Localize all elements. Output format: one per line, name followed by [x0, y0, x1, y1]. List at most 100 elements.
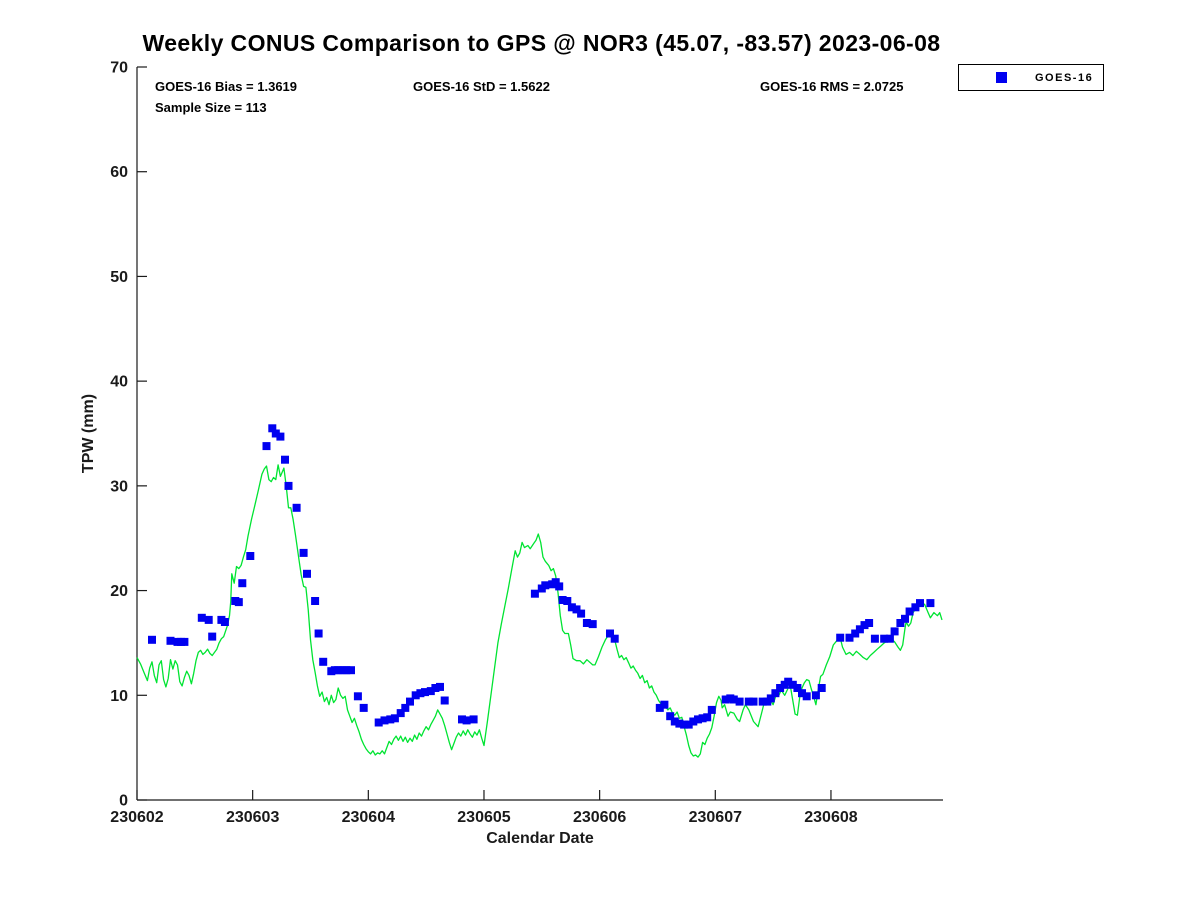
goes16-point	[689, 717, 698, 726]
goes16-point	[314, 629, 323, 638]
goes16-point	[675, 719, 684, 728]
goes16-point	[802, 692, 811, 701]
goes16-point	[588, 620, 597, 629]
goes16-point	[353, 692, 362, 701]
goes16-point	[845, 633, 854, 642]
goes16-point	[680, 720, 689, 729]
goes16-point	[793, 684, 802, 692]
goes16-point	[299, 548, 308, 557]
goes16-point	[303, 569, 311, 578]
goes16-point	[541, 581, 550, 590]
goes16-point	[246, 552, 255, 560]
goes16-point	[551, 578, 560, 587]
goes16-point	[311, 597, 320, 605]
goes16-point	[276, 432, 285, 441]
y-axis-label: TPW (mm)	[80, 394, 97, 473]
x-tick-label: 230603	[226, 809, 279, 826]
goes16-point	[811, 691, 820, 700]
goes16-point	[758, 697, 767, 706]
goes16-point	[926, 599, 935, 608]
goes16-point	[660, 700, 669, 709]
goes16-point	[788, 680, 797, 689]
goes16-point	[890, 627, 899, 636]
goes16-point	[655, 703, 664, 712]
goes16-point	[836, 633, 845, 642]
goes16-point	[440, 696, 449, 705]
goes16-point	[851, 629, 860, 638]
goes16-point	[148, 635, 156, 644]
y-tick-label: 30	[110, 478, 128, 495]
goes16-point	[563, 597, 572, 605]
goes16-point	[606, 629, 614, 638]
goes16-point	[390, 714, 399, 723]
goes16-point	[817, 684, 826, 692]
goes16-point	[262, 442, 271, 451]
goes16-point	[268, 424, 277, 433]
y-tick-label: 40	[110, 374, 128, 391]
goes16-point	[901, 614, 909, 623]
stat-sample-size: Sample Size = 113	[155, 100, 267, 115]
goes16-point	[166, 636, 175, 645]
goes16-point	[666, 712, 675, 721]
y-tick-label: 50	[110, 269, 128, 286]
stat-rms: GOES-16 RMS = 2.0725	[760, 79, 904, 94]
goes16-point	[860, 621, 869, 630]
goes16-point	[406, 697, 414, 706]
goes16-point	[334, 666, 343, 675]
goes16-point	[610, 634, 619, 643]
y-tick-label: 60	[110, 164, 128, 181]
goes16-legend-label: GOES-16	[1035, 71, 1094, 84]
goes16-point	[234, 598, 243, 607]
goes16-point	[319, 657, 328, 666]
goes16-point	[721, 695, 730, 704]
goes16-point	[342, 666, 351, 675]
goes16-point	[698, 714, 707, 723]
goes16-point	[703, 713, 712, 722]
goes16-point	[684, 720, 693, 729]
goes16-point	[885, 634, 894, 643]
x-tick-label: 230602	[110, 809, 163, 826]
goes16-point	[577, 609, 586, 618]
goes16-point	[431, 684, 440, 692]
goes16-point	[855, 625, 864, 634]
goes16-point	[555, 582, 564, 591]
goes16-point	[281, 455, 289, 464]
goes16-point	[469, 715, 478, 724]
y-tick-label: 20	[110, 583, 128, 600]
goes16-point	[880, 634, 889, 643]
goes16-point	[458, 715, 466, 724]
goes16-point	[180, 637, 189, 646]
goes16-point	[707, 705, 716, 714]
y-tick-label: 0	[119, 793, 128, 810]
x-tick-label: 230606	[573, 809, 626, 826]
goes16-point	[735, 697, 744, 706]
goes16-point	[911, 603, 920, 612]
goes16-point	[776, 684, 785, 692]
goes16-point	[670, 717, 679, 726]
goes16-point	[284, 481, 293, 490]
x-tick-label: 230604	[342, 809, 395, 826]
stat-bias: GOES-16 Bias = 1.3619	[155, 79, 298, 94]
y-tick-label: 70	[110, 60, 128, 77]
goes16-point	[567, 603, 576, 612]
goes16-point	[197, 613, 206, 622]
goes16-point	[421, 688, 429, 697]
x-tick-label: 230607	[689, 809, 742, 826]
goes16-point	[271, 429, 280, 438]
goes16-point	[204, 615, 213, 624]
goes16-point	[865, 619, 874, 627]
goes16-point	[798, 689, 806, 698]
goes16-point	[784, 677, 793, 686]
goes16-point	[220, 618, 229, 626]
x-tick-label: 230605	[457, 809, 510, 826]
goes16-point	[426, 687, 435, 696]
goes16-point	[401, 703, 410, 712]
goes16-point	[729, 695, 738, 704]
goes16-point	[416, 689, 425, 698]
goes16-point	[374, 718, 383, 727]
goes16-point	[744, 697, 753, 706]
goes16-point	[292, 503, 301, 512]
goes16-point	[916, 599, 924, 608]
